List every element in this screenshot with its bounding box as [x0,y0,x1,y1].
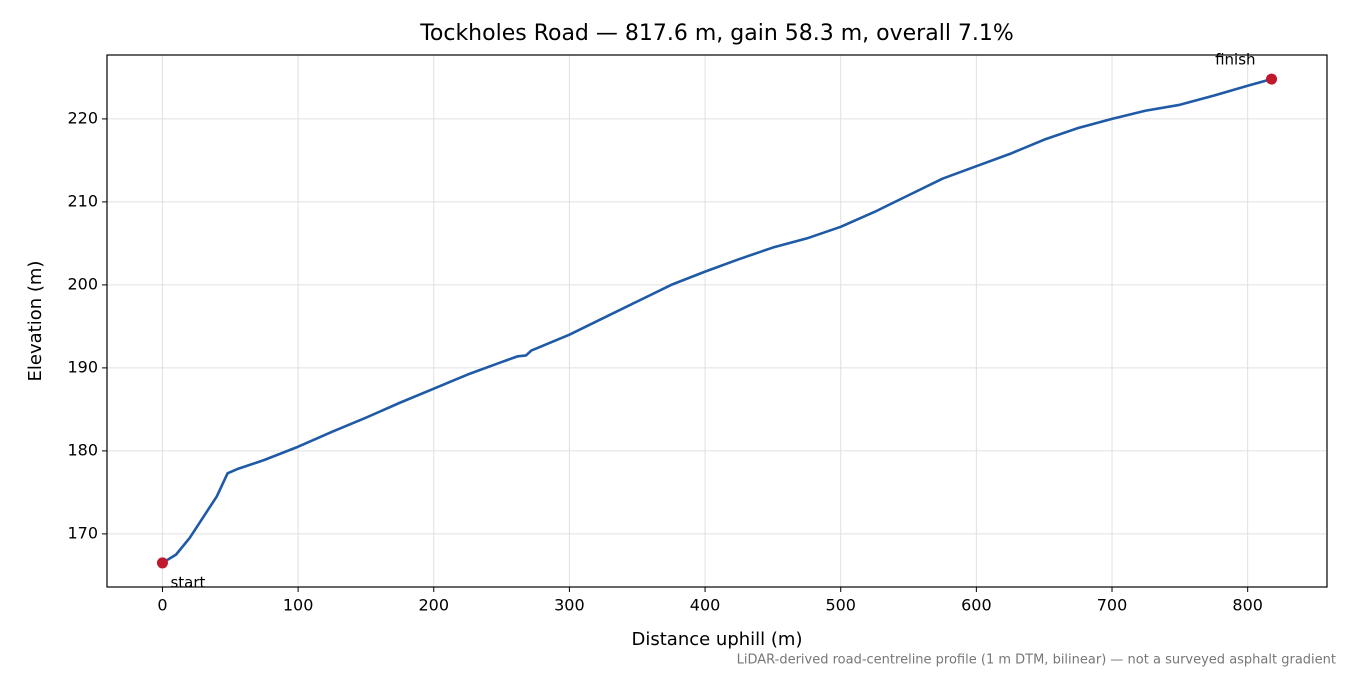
marker-point [1266,73,1278,85]
x-tick-label: 400 [690,596,721,615]
y-tick-label: 210 [67,191,98,210]
x-tick-label: 0 [157,596,167,615]
y-tick-label: 200 [67,274,98,293]
x-tick-label: 100 [283,596,314,615]
x-tick-label: 800 [1232,596,1263,615]
y-axis-label: Elevation (m) [25,261,46,382]
x-tick-label: 700 [1097,596,1128,615]
chart-title: Tockholes Road — 817.6 m, gain 58.3 m, o… [419,21,1014,46]
footnote: LiDAR-derived road-centreline profile (1… [737,653,1336,668]
marker-label: start [170,573,205,591]
y-tick-label: 170 [67,523,98,542]
x-tick-label: 200 [418,596,449,615]
line [161,77,1272,565]
y-tick-label: 220 [67,108,98,127]
plot-frame [106,54,1328,588]
y-tick-label: 180 [67,440,98,459]
x-tick-label: 600 [961,596,992,615]
y-tick-label: 190 [67,357,98,376]
marker-point [156,557,168,569]
x-tick-label: 500 [825,596,856,615]
marker-label: finish [1215,51,1255,69]
x-axis-label: Distance uphill (m) [632,629,803,650]
x-tick-label: 300 [554,596,585,615]
